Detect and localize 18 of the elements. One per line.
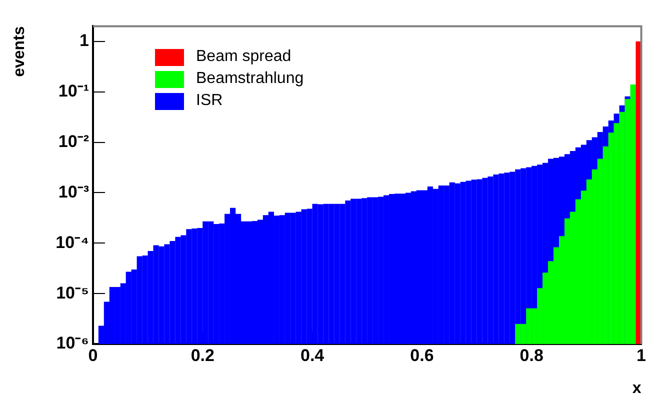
y-tick-label: 10⁻⁵	[56, 283, 89, 302]
legend-label: Beamstrahlung	[196, 69, 304, 90]
x-axis-title: x	[632, 380, 642, 397]
y-tick-label: 1	[80, 31, 89, 50]
y-axis-title: events	[11, 26, 28, 77]
y-tick-label: 10⁻⁴	[56, 232, 89, 252]
legend-label: Beam spread	[196, 47, 292, 68]
x-tick-label: 1	[636, 346, 646, 365]
y-tick-label: 10⁻³	[58, 182, 90, 202]
y-tick-label: 10⁻²	[58, 132, 90, 151]
x-tick-label: 0.2	[190, 346, 214, 365]
y-tick-label: 10⁻¹	[58, 82, 90, 101]
x-tick-label: 0.4	[300, 346, 325, 365]
x-tick-label: 0.6	[410, 346, 434, 365]
x-tick-label: 0	[88, 346, 98, 365]
y-tick-label: 10⁻⁶	[56, 334, 89, 353]
x-tick-label: 0.8	[520, 346, 544, 365]
legend-label: ISR	[196, 91, 223, 112]
